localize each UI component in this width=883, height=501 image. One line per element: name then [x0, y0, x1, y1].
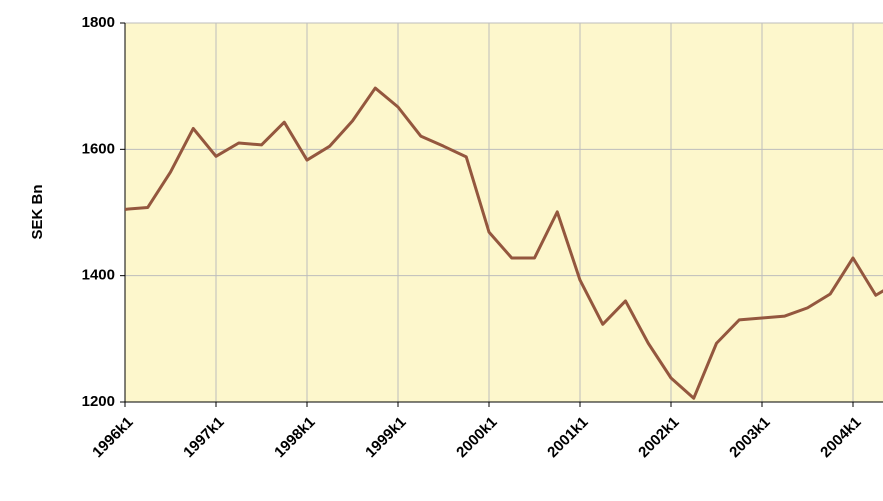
x-tick-label: 2002k1: [635, 414, 682, 461]
x-tick-label: 1998k1: [271, 414, 318, 461]
x-tick-label: 1996k1: [89, 414, 136, 461]
y-tick-label: 1400: [82, 267, 115, 284]
x-tick-label: 2000k1: [453, 414, 500, 461]
y-tick-label: 1800: [82, 14, 115, 31]
y-axis-label: SEK Bn: [29, 184, 46, 239]
x-tick-label: 1999k1: [362, 414, 409, 461]
x-tick-label: 2004k1: [817, 414, 864, 461]
y-tick-label: 1600: [82, 140, 115, 157]
y-tick-label: 1200: [82, 393, 115, 410]
x-tick-label: 1997k1: [180, 414, 227, 461]
plot-area: [125, 23, 883, 402]
x-tick-label: 2003k1: [726, 414, 773, 461]
data-line: [125, 86, 883, 400]
x-tick-label: 2001k1: [544, 414, 591, 461]
plot-lines: [125, 86, 883, 400]
